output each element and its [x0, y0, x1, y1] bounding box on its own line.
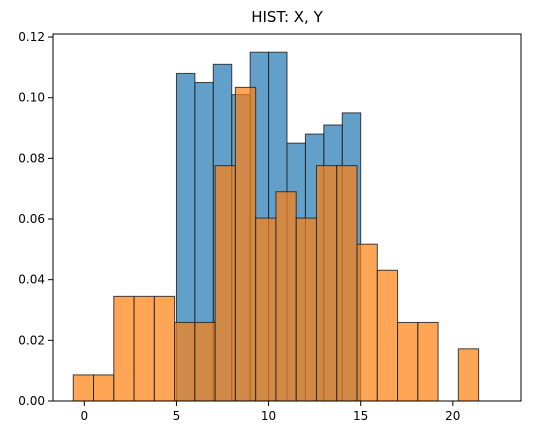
x-tick-label: 10 — [261, 409, 276, 423]
plot-frame — [52, 33, 522, 402]
bars-layer — [72, 51, 480, 402]
histogram-bar — [113, 295, 135, 402]
histogram-bar — [336, 165, 358, 402]
histogram-bar — [194, 321, 216, 402]
y-tick-label: 0.06 — [18, 212, 45, 226]
x-axis: 0 5 10 15 20 — [81, 401, 460, 423]
histogram-bar — [397, 321, 419, 402]
y-tick-label: 0.02 — [18, 333, 45, 347]
x-tick-label: 20 — [445, 409, 460, 423]
x-tick-label: 0 — [81, 409, 89, 423]
histogram-bar — [295, 217, 317, 402]
histogram-bar — [234, 86, 257, 402]
y-tick-label: 0.00 — [18, 394, 45, 408]
histogram-bar — [93, 374, 115, 402]
y-tick-label: 0.12 — [18, 30, 45, 44]
histogram-bar — [356, 243, 378, 402]
histogram-bar — [214, 165, 236, 402]
y-tick-label: 0.08 — [18, 151, 45, 165]
histogram-bar — [72, 374, 95, 402]
histogram-bar — [153, 295, 176, 402]
histogram-bar — [275, 191, 297, 402]
y-tick-label: 0.04 — [18, 273, 45, 287]
histogram-bar — [417, 321, 439, 402]
histogram-bar — [174, 321, 196, 402]
histogram-bar — [133, 295, 155, 402]
y-axis: 0.00 0.02 0.04 0.06 0.08 0.10 0.12 — [18, 30, 53, 408]
x-tick-label: 5 — [173, 409, 181, 423]
histogram-series-2 — [72, 86, 480, 402]
histogram-bar — [376, 269, 399, 402]
histogram-bar — [457, 348, 480, 402]
histogram-bar — [315, 165, 338, 402]
x-tick-label: 15 — [353, 409, 368, 423]
histogram-bar — [255, 217, 277, 402]
chart-title: HIST: X, Y — [251, 8, 323, 26]
y-tick-label: 0.10 — [18, 91, 45, 105]
